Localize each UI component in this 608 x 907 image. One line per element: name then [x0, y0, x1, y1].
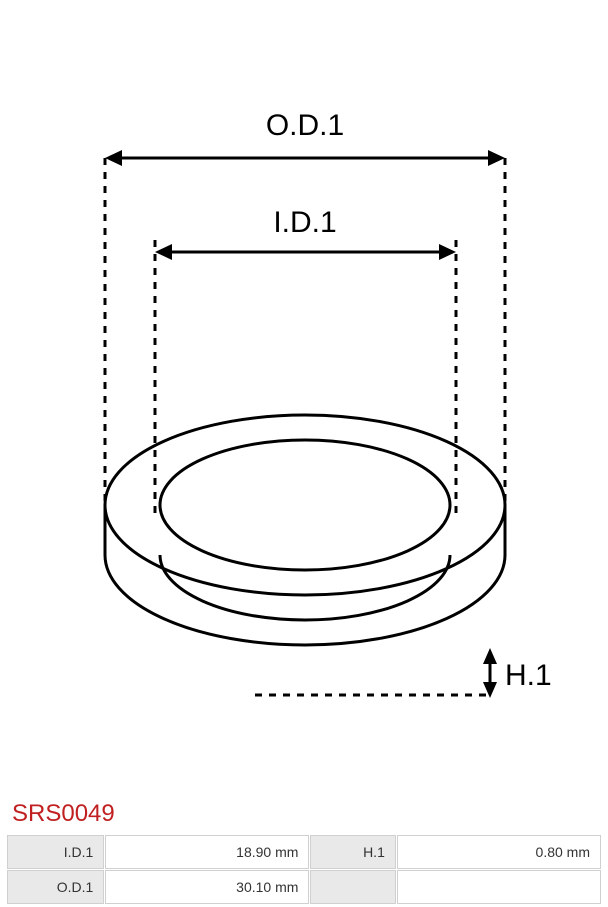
h-arrow-up — [483, 648, 497, 664]
spec-label-empty — [310, 870, 395, 904]
spec-value: 0.80 mm — [397, 835, 601, 869]
spec-label: O.D.1 — [7, 870, 104, 904]
od-arrow-right — [488, 150, 505, 166]
table-row: I.D.1 18.90 mm H.1 0.80 mm — [7, 835, 601, 869]
spec-value: 30.10 mm — [105, 870, 309, 904]
spec-value-empty — [397, 870, 601, 904]
id-arrow-left — [155, 244, 172, 260]
od-label: O.D.1 — [266, 109, 344, 142]
spec-value: 18.90 mm — [105, 835, 309, 869]
h-label: H.1 — [505, 659, 552, 692]
spec-table: I.D.1 18.90 mm H.1 0.80 mm O.D.1 30.10 m… — [6, 834, 602, 905]
od-arrow-left — [105, 150, 122, 166]
id-label: I.D.1 — [273, 206, 336, 239]
spec-label: H.1 — [310, 835, 395, 869]
ring-dimension-diagram: O.D.1 I.D.1 H.1 — [0, 0, 608, 800]
product-code: SRS0049 — [0, 800, 608, 834]
id-arrow-right — [439, 244, 456, 260]
spec-label: I.D.1 — [7, 835, 104, 869]
ring-bottom-inner-arc — [160, 555, 450, 620]
ring-top-outer — [105, 415, 505, 595]
ring-top-inner — [160, 440, 450, 570]
diagram-area: O.D.1 I.D.1 H.1 — [0, 0, 608, 800]
table-row: O.D.1 30.10 mm — [7, 870, 601, 904]
